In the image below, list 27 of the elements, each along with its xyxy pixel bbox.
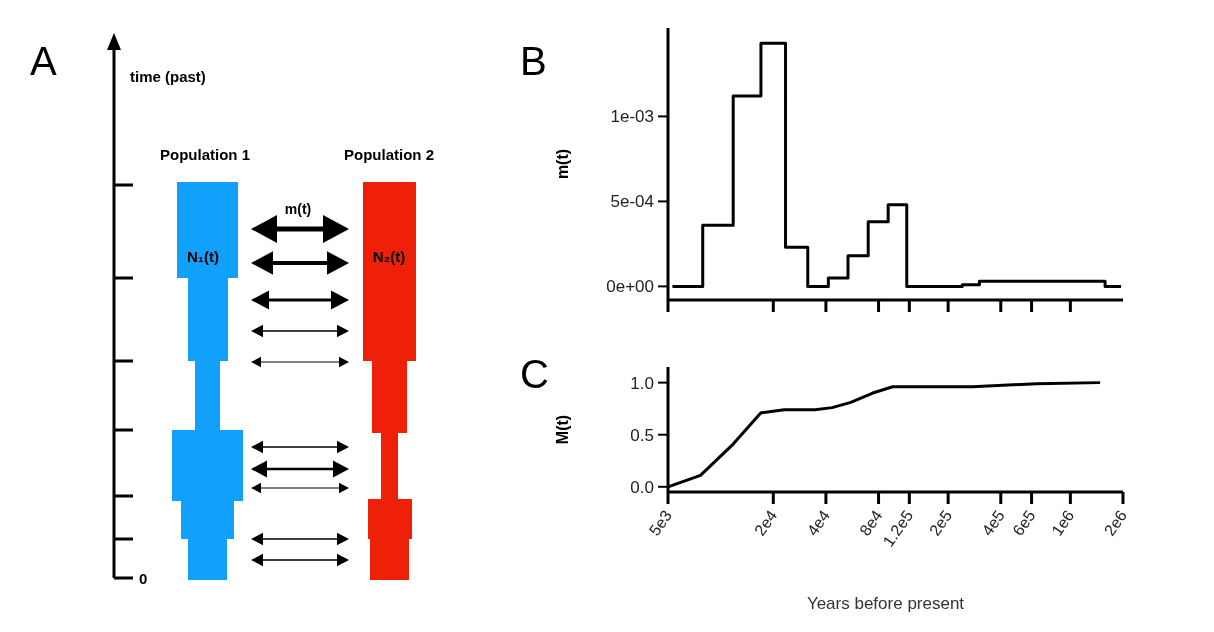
y-axis-title: M(t): [554, 414, 571, 445]
y-tick-label: 1.0: [630, 373, 654, 393]
x-tick-label: 2e5: [925, 507, 956, 539]
x-tick-label: 2e4: [751, 507, 781, 539]
y-axis-title: m(t): [554, 148, 571, 180]
y-tick-label: 0.0: [630, 477, 654, 497]
x-tick-label: 2e6: [1100, 507, 1131, 539]
y-tick-label: 0.5: [630, 425, 654, 445]
text: A: [30, 39, 57, 83]
text: Population 1: [160, 146, 250, 163]
x-tick-label: 5e3: [645, 507, 676, 539]
chart-title: C: [520, 352, 549, 396]
x-tick-label: 1e6: [1048, 507, 1078, 539]
text: time (past): [130, 68, 206, 85]
text: N₂(t): [372, 248, 406, 265]
text: 0: [139, 570, 148, 587]
y-tick-label: 1e-03: [610, 107, 654, 127]
text: Population 2: [344, 146, 434, 163]
y-tick-label: 0e+00: [606, 277, 654, 297]
x-tick-label: 6e5: [1009, 507, 1039, 539]
chart-title: B: [520, 39, 547, 83]
x-tick-label: 4e4: [803, 507, 834, 539]
x-axis-title: Years before present: [806, 594, 965, 613]
x-tick-label: 4e5: [978, 507, 1008, 539]
text: N₁(t): [186, 248, 220, 265]
y-tick-label: 5e-04: [610, 192, 654, 212]
text: m(t): [284, 201, 312, 217]
